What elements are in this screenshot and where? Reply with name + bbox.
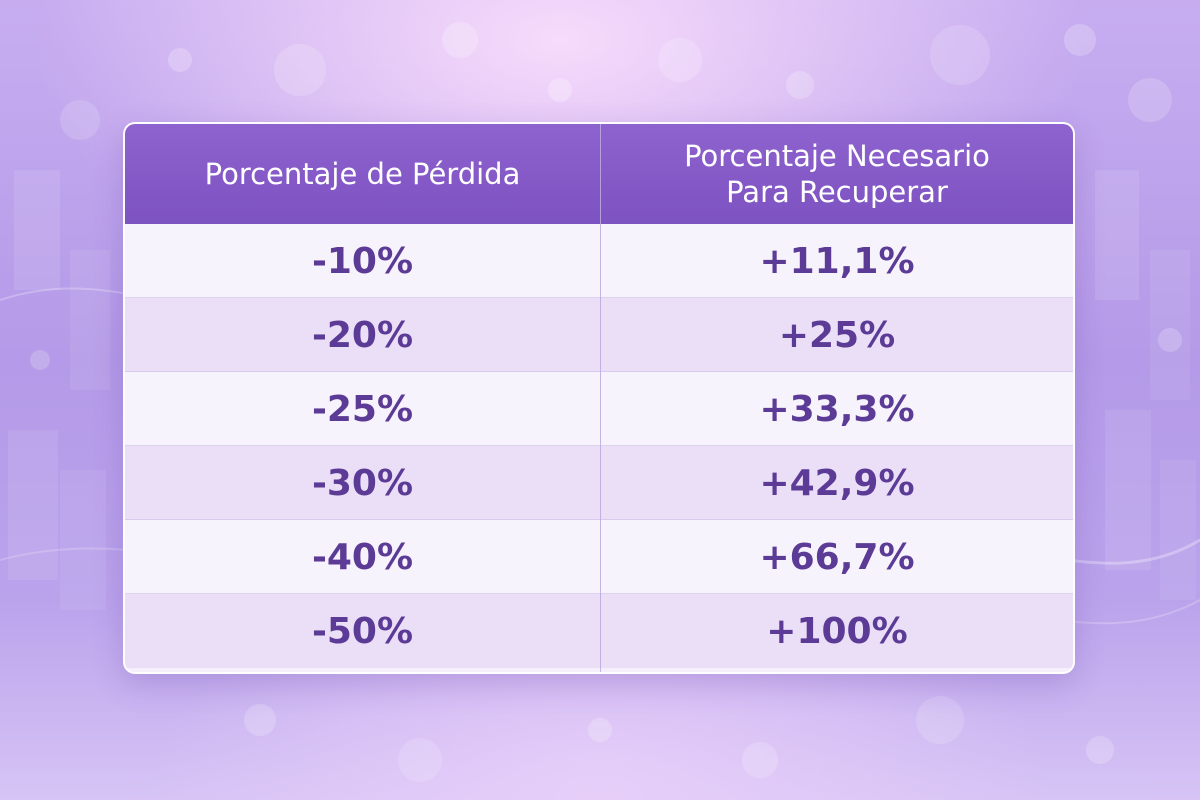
table-row: -50% +100%: [125, 594, 1073, 668]
table-row: -20% +25%: [125, 298, 1073, 372]
loss-cell: -50%: [311, 610, 414, 652]
table-header: Porcentaje de Pérdida Porcentaje Necesar…: [125, 124, 1073, 224]
table-row: -30% +42,9%: [125, 446, 1073, 520]
table-row: -10% +11,1%: [125, 224, 1073, 298]
loss-cell: -10%: [311, 240, 414, 282]
row-divider: [125, 445, 1073, 446]
row-divider: [125, 297, 1073, 298]
header-loss-percentage: Porcentaje de Pérdida: [204, 157, 521, 191]
recovery-cell: +66,7%: [759, 536, 915, 578]
row-divider: [125, 371, 1073, 372]
loss-cell: -30%: [311, 462, 414, 504]
table-row: -25% +33,3%: [125, 372, 1073, 446]
recovery-table: Porcentaje de Pérdida Porcentaje Necesar…: [123, 122, 1075, 674]
recovery-cell: +100%: [766, 610, 908, 652]
recovery-cell: +33,3%: [759, 388, 915, 430]
loss-cell: -20%: [311, 314, 414, 356]
column-divider: [600, 124, 601, 672]
row-divider: [125, 593, 1073, 594]
header-recovery-percentage: Porcentaje Necesario Para Recuperar: [684, 139, 990, 209]
recovery-cell: +42,9%: [759, 462, 915, 504]
loss-cell: -25%: [311, 388, 414, 430]
table-row: -40% +66,7%: [125, 520, 1073, 594]
recovery-cell: +25%: [778, 314, 896, 356]
loss-cell: -40%: [311, 536, 414, 578]
recovery-cell: +11,1%: [759, 240, 915, 282]
row-divider: [125, 519, 1073, 520]
